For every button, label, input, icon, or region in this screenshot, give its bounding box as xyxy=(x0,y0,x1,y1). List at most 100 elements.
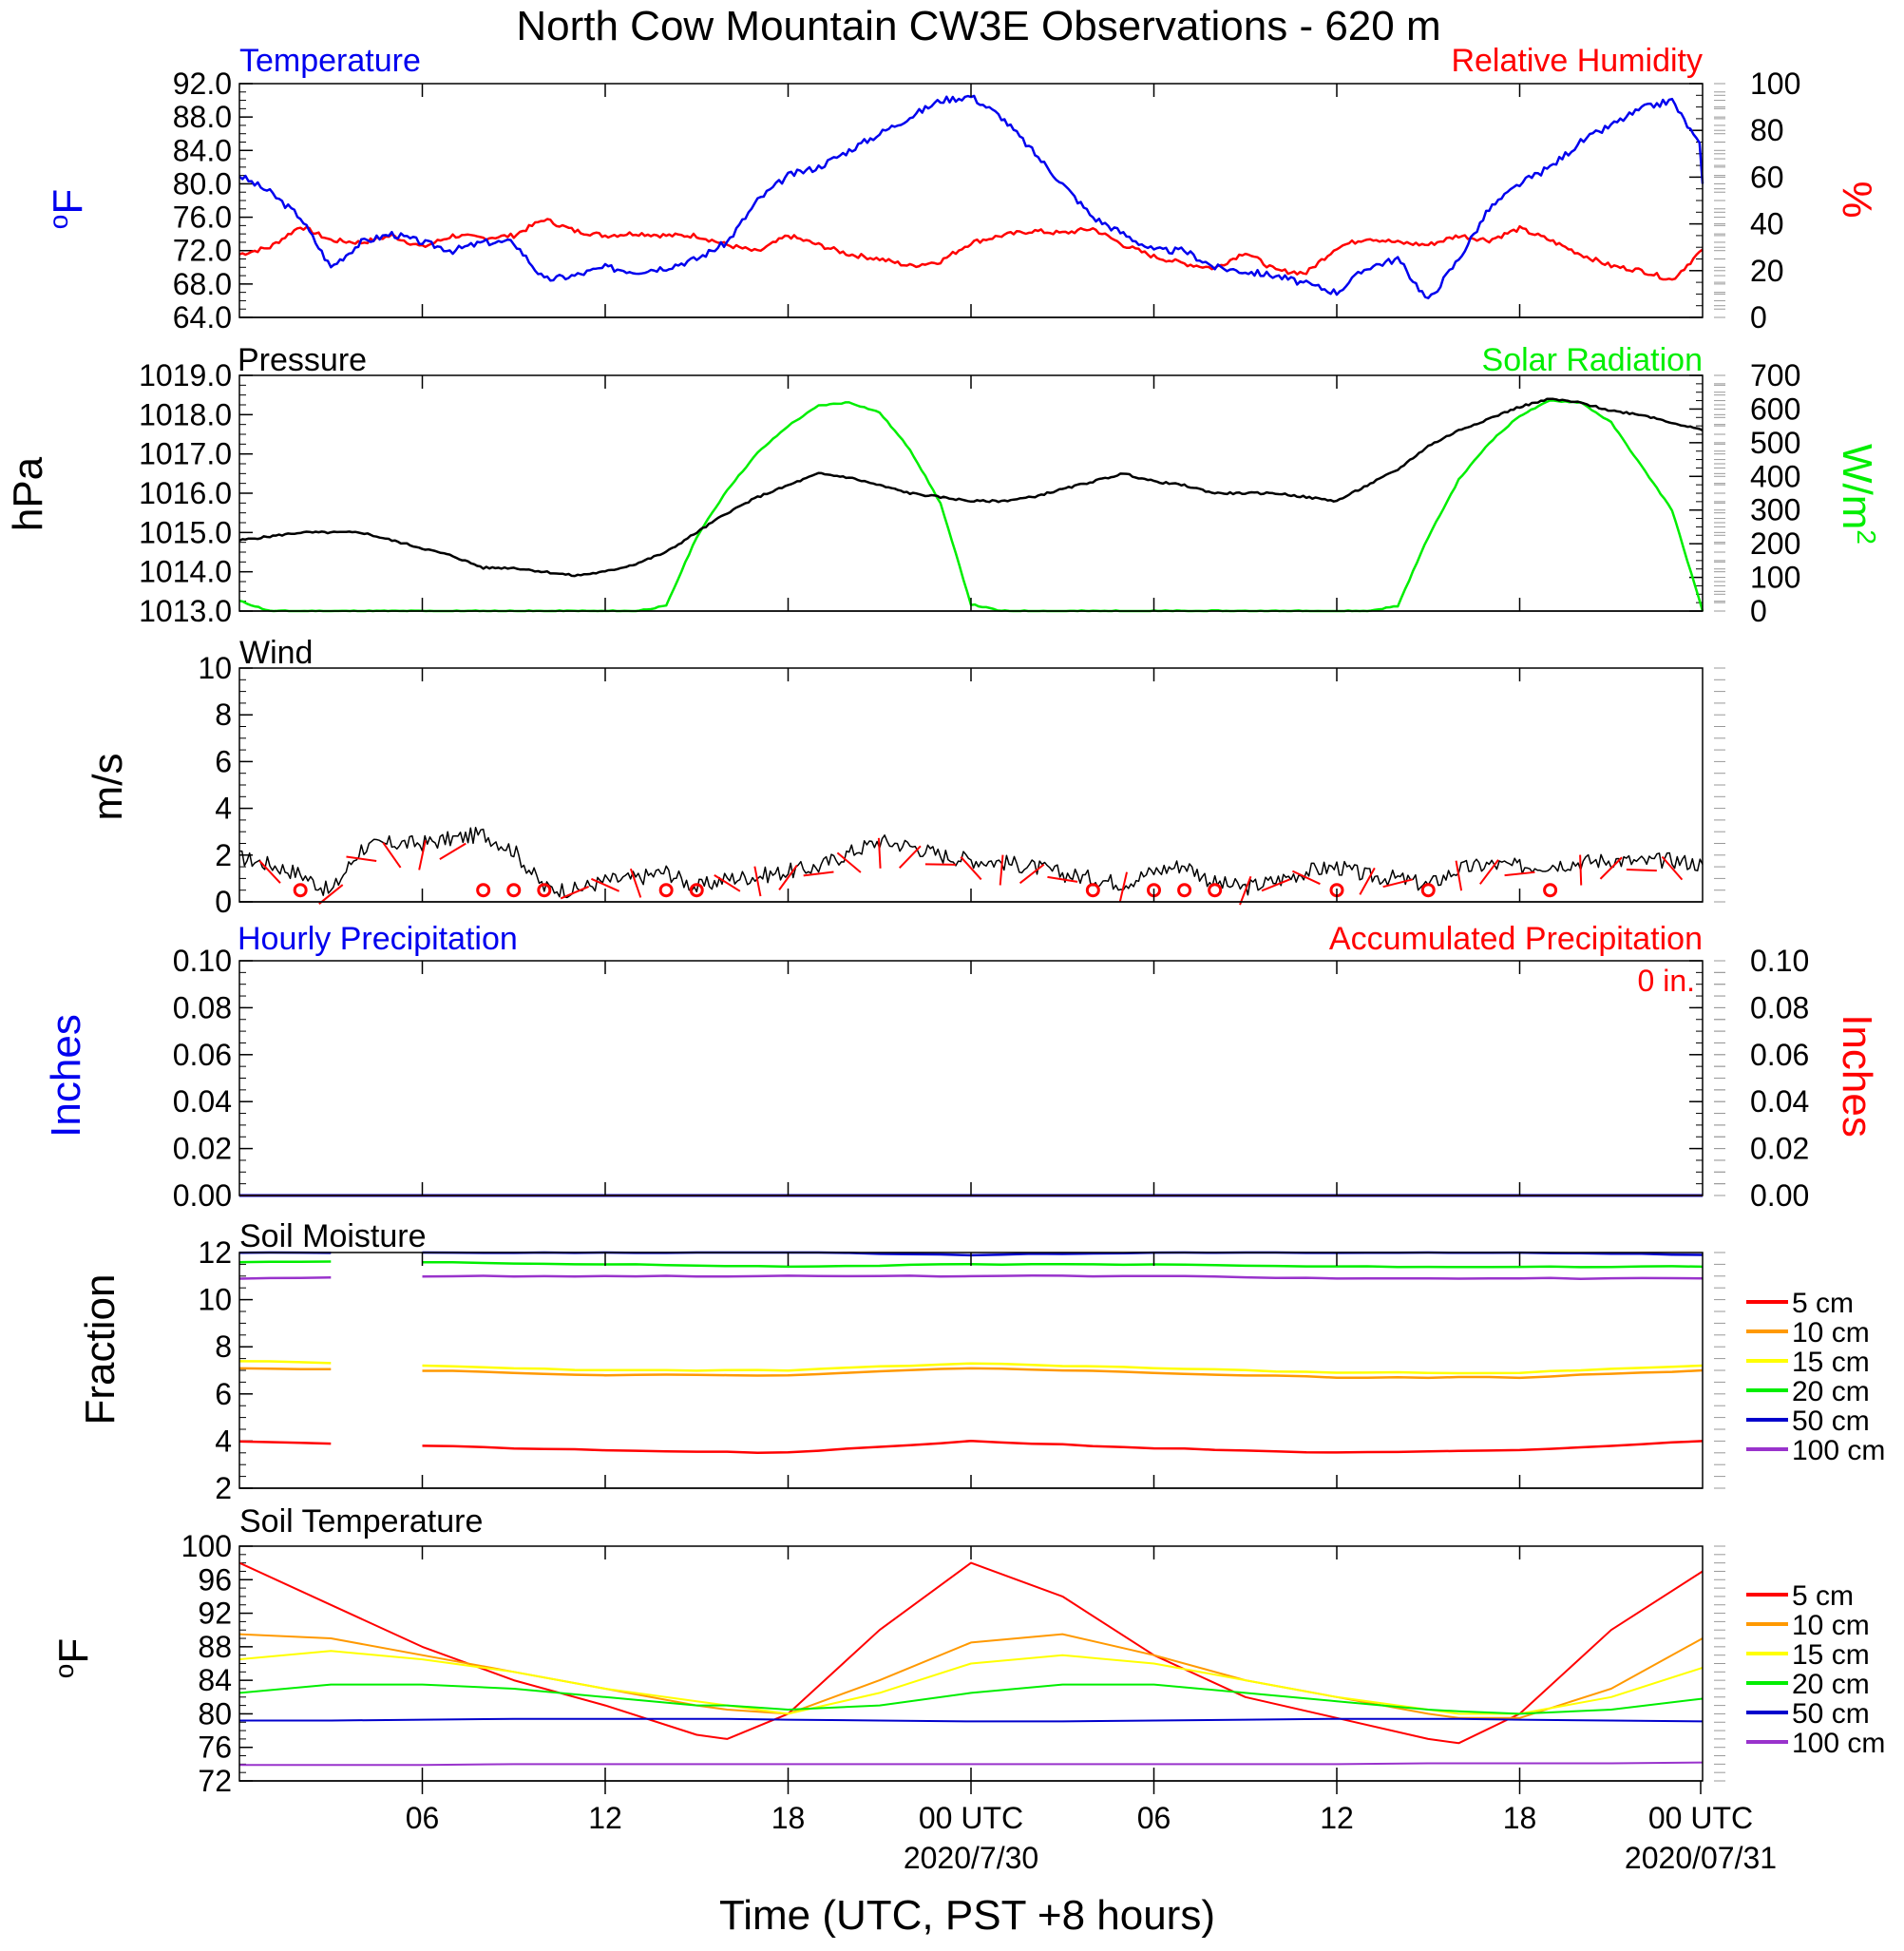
soil-moisture-line-100cm xyxy=(422,1274,1704,1280)
legend-label: 15 cm xyxy=(1792,1347,1870,1378)
solar-unit-base: W/m xyxy=(1834,444,1880,529)
calm-wind-marker xyxy=(537,883,552,898)
y-tick-label: 2 xyxy=(215,1471,232,1505)
wind-barb xyxy=(1661,855,1684,881)
x-tick-label: 00 UTC xyxy=(1648,1801,1753,1835)
wind-barb xyxy=(836,851,862,873)
humidity-axis-ticks: 100 80 60 40 20 0 xyxy=(1689,67,1800,335)
x-axis: 06 12 18 00 UTC 06 12 18 00 UTC 2020/7/30 2020/07… xyxy=(406,1781,1777,1875)
soil-temp-line-20cm xyxy=(238,1683,1704,1715)
y-tick-label: 92 xyxy=(198,1597,232,1631)
y-tick-label: 1018.0 xyxy=(139,397,232,431)
temperature-axis-ticks: 92.088.084.080.076.072.068.064.0 xyxy=(173,67,1725,335)
y-tick-label: 1014.0 xyxy=(139,555,232,589)
humidity-unit-label: % xyxy=(1834,181,1880,218)
solar-radiation-line xyxy=(238,399,1704,613)
wind-barb xyxy=(1478,859,1499,885)
temperature-title: Temperature xyxy=(239,43,421,79)
y-tick-label: 1013.0 xyxy=(139,594,232,628)
wind-barb xyxy=(1118,871,1128,903)
hourly-precip-title: Hourly Precipitation xyxy=(238,921,518,957)
y-tick-label: 84 xyxy=(198,1663,232,1697)
soil-moisture-line-5cm xyxy=(422,1439,1704,1454)
y-tick-label: 40 xyxy=(1750,207,1784,241)
legend-label: 15 cm xyxy=(1792,1639,1870,1671)
panel-frame xyxy=(238,83,1704,318)
y-tick-label: 72.0 xyxy=(173,234,232,268)
temperature-unit-label: oF xyxy=(44,189,92,229)
x-tick-label: 06 xyxy=(406,1801,440,1835)
solar-unit-label: W/m2 xyxy=(1834,444,1882,545)
wind-barb xyxy=(1599,856,1623,880)
humidity-title: Relative Humidity xyxy=(1451,43,1703,79)
y-tick-label: 2 xyxy=(215,838,232,872)
calm-wind-marker xyxy=(506,883,522,898)
calm-wind-marker xyxy=(1177,883,1192,898)
y-tick-label: 0.10 xyxy=(1750,944,1809,978)
y-tick-label: 1015.0 xyxy=(139,515,232,549)
wind-barb xyxy=(590,877,620,892)
y-tick-label: 0.04 xyxy=(1750,1084,1809,1119)
soil-temperature-title: Soil Temperature xyxy=(239,1503,483,1540)
y-tick-label: 4 xyxy=(215,1424,232,1458)
soil-moisture-line-10cm xyxy=(422,1367,1704,1380)
wind-barb xyxy=(418,839,427,870)
soil-moisture-line-15cm xyxy=(238,1360,332,1365)
x-date-label: 2020/07/31 xyxy=(1625,1841,1777,1875)
precip-axis-ticks-right: 0.10 0.08 0.06 0.04 0.02 0.00 xyxy=(1689,944,1809,1213)
y-tick-label: 300 xyxy=(1750,493,1800,527)
y-tick-label: 4 xyxy=(215,792,232,826)
y-tick-label: 0.06 xyxy=(1750,1038,1809,1072)
wind-barb xyxy=(560,885,590,900)
y-tick-label: 0.08 xyxy=(173,990,232,1024)
wind-barb xyxy=(1019,863,1045,885)
calm-wind-marker xyxy=(1543,883,1558,898)
legend-label: 20 cm xyxy=(1792,1376,1870,1407)
solar-unit-exp: 2 xyxy=(1853,529,1882,545)
wind-barb xyxy=(898,845,922,869)
panel-frames xyxy=(238,83,1704,1782)
y-tick-label: 10 xyxy=(198,651,232,685)
degree-o: o xyxy=(44,215,73,230)
soil-temperature-unit: oF xyxy=(49,1638,98,1678)
panel-wind: Wind m/s 10 8 6 4 2 0 xyxy=(85,635,1725,919)
y-tick-label: 600 xyxy=(1750,392,1800,426)
pressure-title: Pressure xyxy=(238,342,367,378)
legend-label: 50 cm xyxy=(1792,1406,1870,1437)
y-tick-label: 100 xyxy=(1750,561,1800,595)
y-tick-label: 8 xyxy=(215,698,232,732)
y-tick-label: 0.02 xyxy=(1750,1132,1809,1166)
calm-wind-marker xyxy=(476,883,491,898)
x-tick-label: 18 xyxy=(771,1801,806,1835)
legend-label: 10 cm xyxy=(1792,1610,1870,1641)
soil-moisture-unit: Fraction xyxy=(77,1274,124,1425)
calm-wind-marker xyxy=(689,883,704,898)
soil-moisture-line-10cm xyxy=(238,1367,332,1371)
y-tick-label: 92.0 xyxy=(173,67,232,101)
soil-moisture-line-20cm xyxy=(238,1260,332,1264)
y-tick-label: 1016.0 xyxy=(139,476,232,510)
wind-barb xyxy=(1291,870,1321,886)
wind-barb xyxy=(318,884,344,905)
calm-wind-marker xyxy=(1420,883,1436,898)
wind-barb xyxy=(778,864,798,890)
soil-moisture-axis-ticks: 12 10 8 6 4 2 xyxy=(198,1235,1725,1505)
y-tick-label: 100 xyxy=(181,1529,232,1563)
soil-temperature-series xyxy=(238,1561,1704,1767)
y-tick-label: 68.0 xyxy=(173,267,232,301)
soil-moisture-line-20cm xyxy=(422,1261,1704,1269)
calm-wind-marker xyxy=(1085,883,1100,898)
panel-pressure-solar: Pressure Solar Radiation hPa W/m2 1019.0… xyxy=(5,342,1882,628)
wind-barb xyxy=(1359,867,1376,895)
y-tick-label: 0.00 xyxy=(173,1178,232,1213)
pressure-solar-series xyxy=(238,397,1704,613)
wind-barb xyxy=(1579,854,1583,886)
y-tick-label: 72 xyxy=(198,1764,232,1798)
y-tick-label: 80 xyxy=(1750,113,1784,147)
